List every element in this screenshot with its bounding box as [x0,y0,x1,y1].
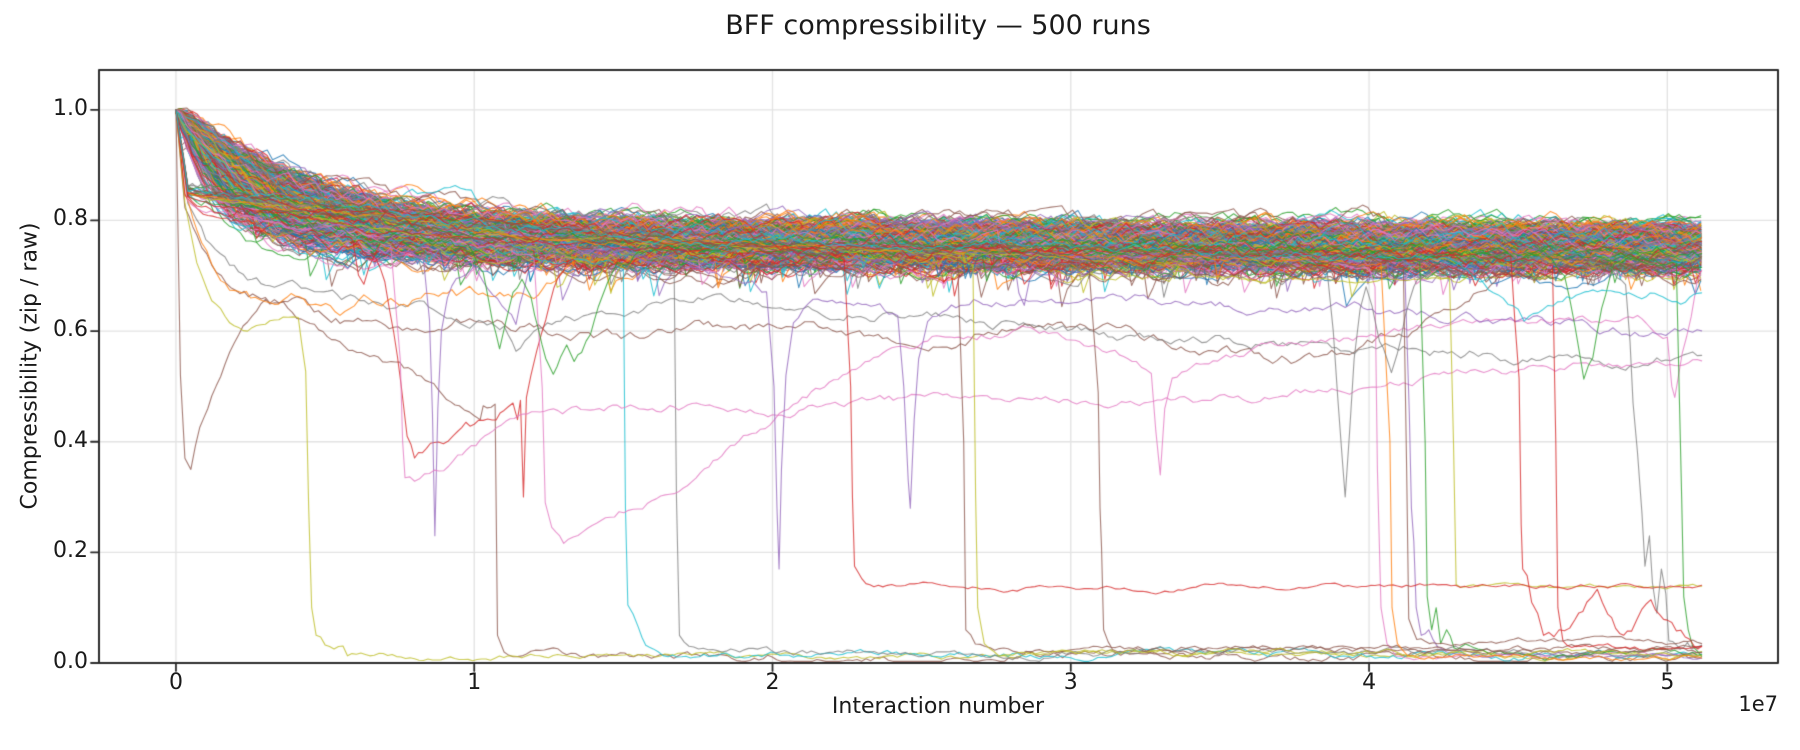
x-tick-label: 5 [1660,670,1675,695]
x-axis-label: Interaction number [831,694,1045,719]
x-tick-label: 3 [1063,670,1078,695]
chart-title: BFF compressibility — 500 runs [725,10,1151,41]
y-tick-label: 1.0 [53,95,88,121]
y-tick-label: 0.8 [53,206,88,232]
x-tick-label: 1 [467,670,482,695]
x-tick-label: 2 [765,670,780,695]
y-tick-label: 0.0 [53,649,88,674]
x-axis-offset-text: 1e7 [1738,692,1778,716]
y-tick-label: 0.4 [53,427,88,453]
x-tick-label: 4 [1362,670,1377,695]
y-tick-label: 0.6 [53,317,88,343]
x-tick-label: 0 [168,670,183,695]
y-tick-label: 0.2 [53,538,88,564]
y-axis-label: Compressibility (zip / raw) [17,222,43,510]
